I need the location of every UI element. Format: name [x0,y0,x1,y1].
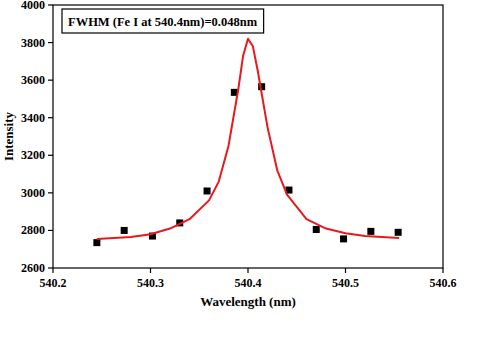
data-point [340,235,347,242]
plot-area [93,39,401,246]
x-tick [345,268,346,273]
y-tick-label: 4000 [21,0,45,12]
annotation-text: FWHM (Fe I at 540.4nm)=0.048nm [68,15,258,29]
data-point [121,227,128,234]
chart: 540.2 540.3 540.4 540.5 540.6 2600 2800 3000 320… [0,0,496,343]
x-tick-label: 540.3 [137,276,164,290]
x-tick-label: 540.6 [430,276,457,290]
data-point [93,239,100,246]
annotation: FWHM (Fe I at 540.4nm)=0.048nm [62,9,264,33]
y-tick [48,230,53,231]
y-tick [48,4,53,5]
y-tick [48,117,53,118]
x-tick [247,268,248,273]
data-point [367,228,374,235]
x-tick [52,268,53,273]
data-point [313,226,320,233]
x-tick [150,268,151,273]
x-tick-label: 540.4 [235,276,262,290]
y-tick-label: 3000 [21,186,45,200]
y-tick-label: 3800 [21,36,45,50]
fit-line [97,39,399,239]
y-tick [48,192,53,193]
y-tick-label: 2600 [21,261,45,275]
y-tick-label: 3200 [21,148,45,162]
y-tick [48,155,53,156]
data-point [395,229,402,236]
y-tick [48,80,53,81]
data-point [204,187,211,194]
y-axis-label: Intensity [1,111,16,161]
x-tick [442,268,443,273]
y-tick [48,267,53,268]
y-tick [48,42,53,43]
y-tick-label: 2800 [21,223,45,237]
x-tick-label: 540.2 [40,276,67,290]
x-axis-label: Wavelength (nm) [200,294,296,309]
x-tick-label: 540.5 [332,276,359,290]
y-tick-label: 3400 [21,111,45,125]
plot-frame [53,5,443,268]
y-tick-label: 3600 [21,73,45,87]
annotation-box [62,9,264,33]
